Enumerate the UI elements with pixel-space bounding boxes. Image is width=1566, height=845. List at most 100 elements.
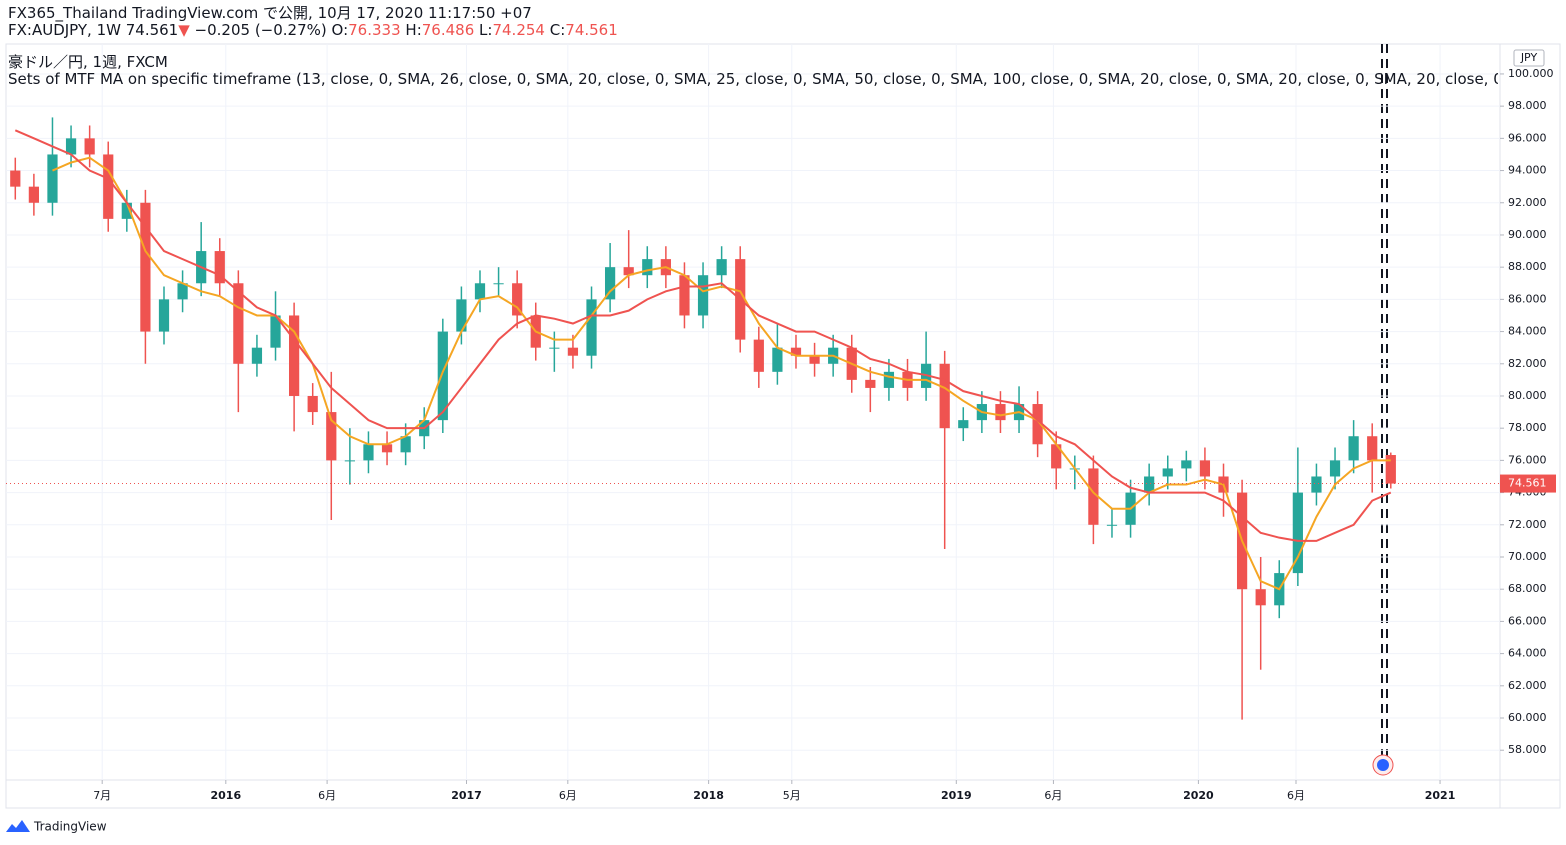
y-tick-label: 62.000 [1508,679,1547,692]
x-tick-label: 2021 [1425,789,1456,802]
candle-body [177,283,188,300]
brand: TradingView [33,820,107,834]
candle-body [939,363,950,429]
y-tick-label: 60.000 [1508,711,1547,724]
y-tick-label: 88.000 [1508,260,1547,273]
x-tick-label: 6月 [1287,789,1305,802]
y-tick-label: 78.000 [1508,421,1547,434]
x-tick-label: 6月 [318,789,336,802]
ohlc-label: O: [331,21,349,39]
x-tick-label: 2017 [451,789,482,802]
currency-label: JPY [1520,51,1538,64]
x-tick-label: 5月 [783,789,801,802]
x-tick-label: 2018 [693,789,724,802]
candle-body [65,138,77,155]
candle-body [437,331,448,421]
last-price-label: 74.561 [1508,477,1547,490]
candle-body [1311,476,1322,493]
x-tick-label: 2019 [941,789,972,802]
candle-body [512,283,523,316]
ohlc-label: H: [405,21,422,39]
candle-body [1292,492,1303,574]
x-tick-label: 2020 [1183,789,1214,802]
candle-body [158,299,170,332]
candle-body [1348,436,1359,461]
candle-body [604,267,616,300]
candle-body [121,202,132,219]
x-tick-label: 7月 [93,789,111,802]
symbol: FX:AUDJPY, 1W 74.561 [8,21,179,39]
candle-body [474,283,486,300]
candle-body [1106,524,1118,526]
y-tick-label: 82.000 [1508,357,1547,370]
candle-body [307,395,318,413]
candle-body [10,170,21,187]
y-tick-label: 98.000 [1508,99,1547,112]
candle-body [233,283,244,364]
candle-body [995,404,1006,421]
candle-body [214,251,225,284]
candle-body [400,436,411,453]
y-tick-label: 66.000 [1508,614,1547,627]
candle-body [1255,589,1266,606]
candle-body [1051,444,1062,469]
ohlc-value: 74.561 [565,21,618,39]
symbol-line: FX:AUDJPY, 1W 74.561▼ −0.205 (−0.27%) O:… [8,21,618,39]
x-tick-label: 6月 [1044,789,1062,802]
y-tick-label: 96.000 [1508,131,1547,144]
candle-body [84,138,95,155]
candle-body [642,259,653,276]
candle-body [865,379,876,388]
candle-body [1162,468,1173,477]
y-tick-label: 72.000 [1508,518,1547,531]
candle-body [140,202,151,332]
candle-body [1385,455,1396,484]
y-tick-label: 76.000 [1508,453,1547,466]
candle-body [289,315,300,396]
candle-body [958,420,969,429]
y-tick-label: 58.000 [1508,743,1547,756]
frame [5,43,1561,809]
ohlc-value: 74.254 [492,21,545,39]
candle-body [28,186,39,203]
candle-body [1329,460,1341,477]
y-tick-label: 100.000 [1508,67,1554,80]
candle-body [716,259,727,276]
arrow: ▼ [178,21,190,39]
candle-body [381,444,393,453]
currency-box [1513,49,1545,67]
y-tick-label: 68.000 [1508,582,1547,595]
candle-body [1144,476,1155,493]
candle-body [344,460,355,462]
candle-body [47,154,58,203]
y-tick-label: 80.000 [1508,389,1547,402]
published-line: FX365_Thailand TradingView.com で公開, 10月 … [8,4,532,22]
candle-body [549,347,560,349]
ohlc-label: C: [549,21,566,39]
candle-body [251,347,263,364]
ohlc-value: 76.333 [348,21,401,39]
y-tick-label: 84.000 [1508,325,1547,338]
candle-body [363,444,374,461]
candle-body [103,154,114,219]
y-tick-label: 94.000 [1508,164,1547,177]
candle-body [1032,404,1043,445]
candle-body [697,275,709,316]
change: −0.205 (−0.27%) [194,21,327,39]
y-tick-label: 90.000 [1508,228,1547,241]
ohlc-label: L: [479,21,493,39]
candle-body [790,347,802,356]
candle-body [326,412,337,461]
event-icon [1377,759,1389,771]
candle-body [883,371,895,388]
candle-body [270,315,281,348]
indicator: Sets of MTF MA on specific timeframe (13… [8,70,1498,88]
y-tick-label: 70.000 [1508,550,1547,563]
ohlc-value: 76.486 [421,21,475,39]
candle-body [493,283,504,285]
candle-body [679,275,690,316]
x-tick-label: 6月 [559,789,577,802]
candle-body [1199,460,1211,477]
